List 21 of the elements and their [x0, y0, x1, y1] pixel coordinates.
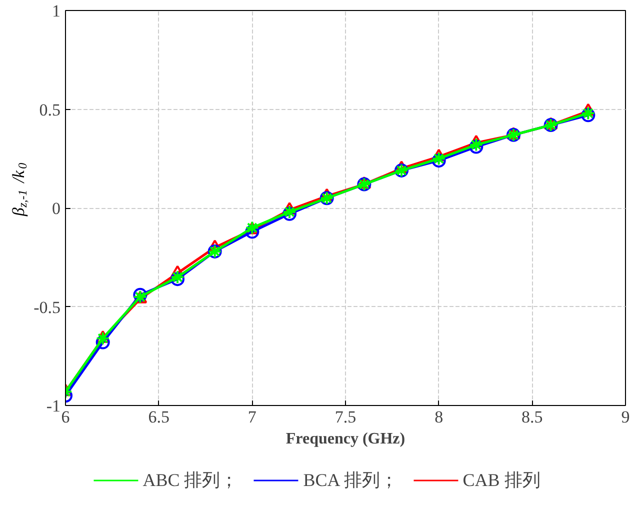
x-tick-label: 8.5 — [522, 408, 543, 426]
legend-label: ABC 排列； — [142, 469, 238, 492]
x-tick-label: 7.5 — [334, 408, 356, 426]
x-tick-label: 6 — [61, 408, 70, 426]
point — [357, 176, 372, 189]
y-tick-label: 1 — [52, 2, 60, 20]
y-tick-label: 0 — [52, 199, 60, 218]
x-axis-title: Frequency (GHz) — [286, 430, 406, 448]
y-tick-label: -0.5 — [34, 298, 61, 317]
x-tick-label: 6.5 — [148, 408, 170, 426]
y-axis-title: βz,-1 /k0 — [9, 162, 30, 218]
x-tick-label: 8 — [434, 408, 444, 426]
y-tick-label: -1 — [46, 396, 61, 416]
legend-label: BCA 排列； — [303, 469, 398, 492]
point — [96, 335, 110, 350]
point — [96, 331, 110, 346]
x-tick-label: 7 — [248, 408, 257, 426]
point — [506, 126, 520, 140]
legend-label: CAB 排列 — [462, 469, 540, 492]
x-tick-label: 9 — [621, 408, 630, 426]
y-tick-label: 0.5 — [39, 100, 60, 120]
